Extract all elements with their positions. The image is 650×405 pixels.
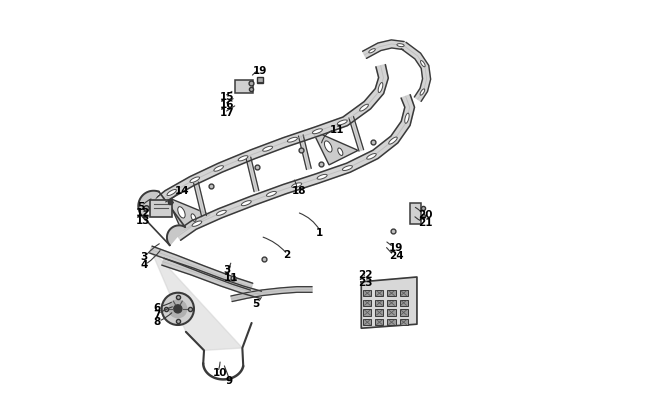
Polygon shape (363, 41, 404, 59)
Circle shape (169, 300, 187, 318)
Polygon shape (162, 259, 261, 298)
Polygon shape (387, 309, 396, 316)
Text: 6: 6 (153, 302, 161, 312)
Polygon shape (400, 300, 408, 306)
FancyBboxPatch shape (150, 200, 172, 217)
Polygon shape (376, 309, 384, 316)
Ellipse shape (420, 90, 424, 96)
Ellipse shape (287, 138, 298, 143)
Polygon shape (151, 66, 388, 210)
Ellipse shape (359, 105, 369, 112)
Polygon shape (376, 300, 384, 306)
Polygon shape (349, 117, 363, 152)
Ellipse shape (238, 156, 248, 162)
Ellipse shape (177, 207, 185, 218)
Text: 5: 5 (252, 298, 259, 308)
FancyBboxPatch shape (235, 81, 254, 94)
Ellipse shape (369, 49, 375, 54)
Ellipse shape (324, 141, 332, 153)
Ellipse shape (216, 211, 226, 216)
Circle shape (162, 293, 194, 325)
Ellipse shape (192, 222, 202, 227)
Polygon shape (138, 191, 159, 218)
Ellipse shape (191, 214, 196, 222)
Text: 2: 2 (283, 250, 290, 260)
Polygon shape (246, 158, 259, 192)
Polygon shape (231, 287, 312, 302)
Ellipse shape (389, 138, 397, 145)
Text: 14: 14 (175, 185, 190, 196)
Ellipse shape (214, 166, 224, 172)
Text: 21: 21 (419, 217, 433, 228)
Text: 18: 18 (292, 185, 306, 196)
Ellipse shape (378, 83, 383, 94)
Ellipse shape (421, 62, 425, 68)
Text: 7: 7 (153, 309, 161, 319)
Text: 17: 17 (219, 108, 234, 118)
Text: 9: 9 (225, 375, 232, 385)
FancyBboxPatch shape (411, 203, 421, 224)
Text: 11: 11 (330, 125, 344, 135)
Polygon shape (401, 43, 431, 102)
Polygon shape (298, 136, 311, 170)
Polygon shape (150, 247, 253, 290)
Text: 19: 19 (254, 66, 268, 76)
Polygon shape (167, 198, 210, 232)
Text: 23: 23 (358, 277, 372, 287)
Ellipse shape (263, 147, 272, 152)
Text: 22: 22 (358, 269, 372, 279)
Ellipse shape (241, 201, 252, 206)
Polygon shape (167, 226, 185, 246)
Polygon shape (400, 290, 408, 296)
Text: 5: 5 (137, 202, 144, 211)
Polygon shape (376, 319, 384, 326)
Polygon shape (175, 96, 415, 241)
Text: 8: 8 (153, 317, 161, 326)
Ellipse shape (317, 175, 327, 180)
Polygon shape (400, 319, 408, 326)
Ellipse shape (367, 154, 376, 160)
Ellipse shape (405, 114, 409, 124)
Text: 12: 12 (136, 208, 151, 217)
Ellipse shape (292, 183, 302, 188)
Text: 11: 11 (224, 272, 238, 282)
Text: 3: 3 (224, 264, 231, 274)
Ellipse shape (337, 121, 347, 126)
Polygon shape (363, 300, 371, 306)
Ellipse shape (266, 192, 276, 197)
Text: 20: 20 (419, 209, 433, 220)
Polygon shape (363, 309, 371, 316)
Text: 1: 1 (316, 228, 324, 238)
Text: 3: 3 (140, 252, 148, 262)
Text: 15: 15 (219, 92, 234, 102)
Ellipse shape (167, 190, 176, 196)
Polygon shape (387, 319, 396, 326)
Ellipse shape (338, 149, 343, 156)
Polygon shape (376, 290, 384, 296)
Text: 13: 13 (136, 215, 151, 226)
Text: 19: 19 (389, 243, 403, 253)
Text: 10: 10 (213, 367, 228, 377)
Text: 4: 4 (140, 260, 148, 270)
Polygon shape (151, 250, 242, 350)
Ellipse shape (397, 45, 404, 47)
Circle shape (174, 305, 182, 313)
Ellipse shape (343, 166, 352, 171)
Polygon shape (387, 300, 396, 306)
Text: 16: 16 (219, 100, 234, 110)
Polygon shape (312, 131, 358, 166)
Polygon shape (361, 277, 417, 328)
Ellipse shape (190, 177, 200, 183)
Polygon shape (194, 183, 207, 217)
Polygon shape (387, 290, 396, 296)
Text: 24: 24 (389, 251, 404, 260)
Polygon shape (363, 290, 371, 296)
Polygon shape (363, 319, 371, 326)
Ellipse shape (313, 130, 322, 134)
Polygon shape (400, 309, 408, 316)
